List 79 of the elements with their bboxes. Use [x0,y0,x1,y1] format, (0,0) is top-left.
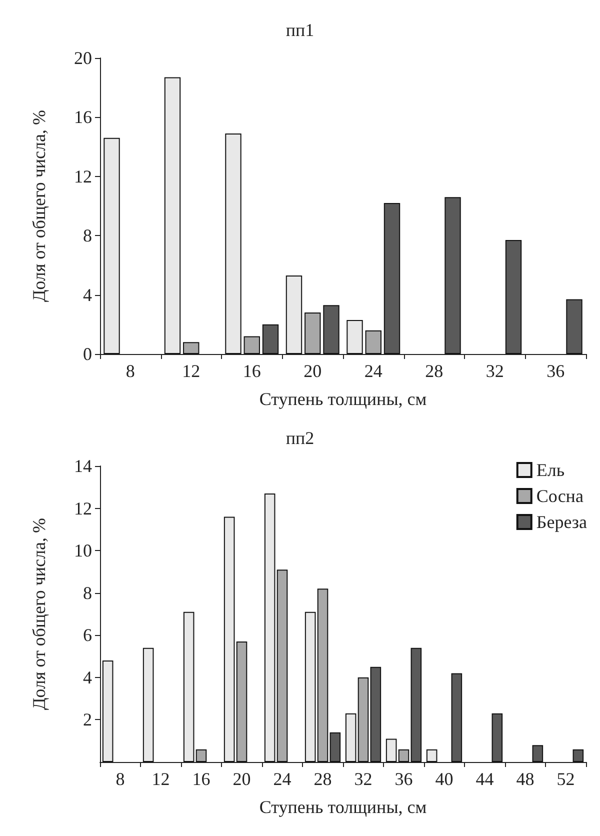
bar [262,324,279,354]
y-tick-label: 8 [83,582,92,603]
bar [370,666,382,762]
chart-title: пп1 [286,20,314,40]
bar [330,732,341,762]
bar [183,612,194,762]
x-tick-label: 36 [394,769,413,789]
bar [410,648,422,762]
x-tick-label: 20 [232,769,251,789]
y-tick-label: 12 [74,166,92,186]
bar [426,749,438,762]
bar [196,749,207,762]
bar [142,648,154,762]
y-tick-label: 6 [83,625,92,646]
x-tick-label: 16 [192,769,210,789]
bar [317,588,328,762]
bar [444,197,461,354]
bar [384,203,400,354]
bar [102,660,114,762]
chart-title: пп2 [286,428,314,448]
bar [304,612,316,762]
bar [225,133,242,354]
bar [346,320,363,354]
y-tick-label: 20 [74,48,92,68]
x-tick-label: 32 [486,361,504,381]
x-tick-label: 44 [476,769,494,789]
legend-label: Береза [536,512,588,532]
y-tick-label: 4 [83,284,92,305]
y-tick-label: 0 [83,344,92,364]
bar [398,749,410,762]
bar [224,516,235,762]
x-tick-label: 16 [242,361,261,381]
bar [104,138,120,354]
bar [505,240,522,354]
bar [323,305,340,354]
y-axis-title: Доля от общего числа, % [29,518,49,710]
bar [183,342,200,354]
bar [492,713,503,762]
bar [276,570,288,762]
bar [236,641,248,762]
legend-label: Сосна [536,486,584,506]
x-tick-label: 36 [546,361,565,381]
x-tick-label: 40 [435,769,454,789]
x-tick-label: 12 [152,769,170,789]
bar [532,745,544,762]
x-tick-label: 24 [273,769,292,789]
bar [386,738,397,762]
bar [164,77,181,354]
x-tick-label: 48 [516,769,534,789]
y-tick-label: 2 [83,710,92,730]
bar [358,677,369,762]
y-tick-label: 16 [74,107,92,128]
x-tick-label: 12 [182,361,200,381]
x-tick-label: 20 [304,361,322,381]
x-tick-label: 8 [116,769,125,789]
x-tick-label: 8 [126,361,135,381]
x-axis-title: Ступень толщины, см [259,797,427,817]
bar [566,299,582,354]
bar [304,312,321,354]
bar [286,276,302,354]
bar [264,493,276,762]
legend-label: Ель [536,460,565,480]
x-tick-label: 32 [354,769,372,789]
y-axis-title: Доля от общего числа, % [29,110,49,302]
bar [244,336,260,354]
bar [451,673,462,762]
bar [345,713,356,762]
bar [365,330,382,354]
x-tick-label: 28 [425,361,444,381]
y-tick-label: 14 [74,456,92,476]
y-tick-label: 4 [83,667,92,688]
x-tick-label: 28 [314,769,332,789]
y-tick-label: 12 [74,498,92,518]
x-tick-label: 52 [556,769,575,789]
bar [572,749,584,762]
x-axis-title: Ступень толщины, см [259,389,427,409]
y-tick-label: 8 [83,226,92,246]
x-tick-label: 24 [364,361,382,381]
y-tick-label: 10 [74,540,92,561]
